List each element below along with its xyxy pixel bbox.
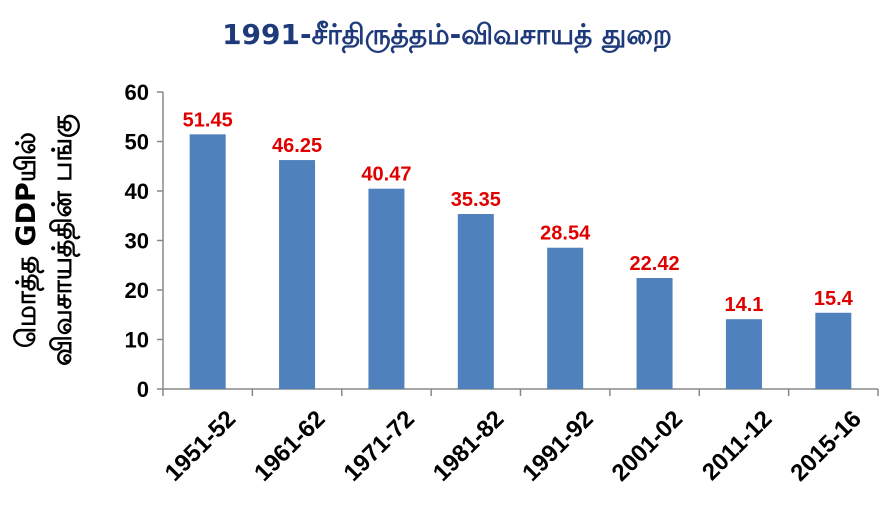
x-category-label: 1951-52	[160, 405, 241, 486]
bar	[189, 134, 226, 389]
axes: 0 10 20 30 40 50 60 1951-52 1961-62 1971-72 1981-8…	[125, 80, 879, 487]
data-label: 22.42	[630, 253, 680, 275]
bar	[368, 188, 405, 389]
bar	[547, 247, 584, 389]
data-label: 40.47	[361, 164, 411, 186]
x-category-label: 2015-16	[785, 405, 866, 486]
bar	[636, 278, 673, 389]
y-tick-label: 20	[125, 278, 149, 303]
bar	[725, 319, 762, 389]
x-category-label: 1961-62	[249, 405, 330, 486]
y-tick-label: 30	[125, 229, 149, 254]
bar	[457, 214, 494, 389]
data-labels: 51.45 46.25 40.47 35.35 28.54 22.42 14.1 15.4	[183, 109, 854, 316]
data-label: 51.45	[183, 109, 233, 131]
x-category-label: 2001-02	[607, 405, 688, 486]
bar	[279, 160, 316, 389]
y-tick-label: 10	[125, 328, 149, 353]
data-label: 15.4	[814, 288, 854, 310]
data-label: 46.25	[272, 135, 322, 157]
bar	[815, 312, 852, 389]
y-tick-label: 50	[125, 130, 149, 155]
y-tick-label: 40	[125, 179, 149, 204]
x-category-label: 2011-12	[697, 405, 777, 485]
data-label: 14.1	[724, 294, 763, 316]
chart-title: 1991-சீர்திருத்தம்-விவசாயத் துறை	[222, 18, 672, 51]
x-category-label: 1991-92	[517, 405, 598, 486]
bars	[189, 134, 852, 389]
x-category-label: 1971-72	[339, 405, 420, 486]
y-tick-label: 60	[125, 80, 149, 105]
x-category-label: 1981-82	[428, 405, 509, 486]
y-tick-label: 0	[137, 377, 149, 402]
data-label: 28.54	[540, 223, 591, 245]
data-label: 35.35	[451, 189, 501, 211]
